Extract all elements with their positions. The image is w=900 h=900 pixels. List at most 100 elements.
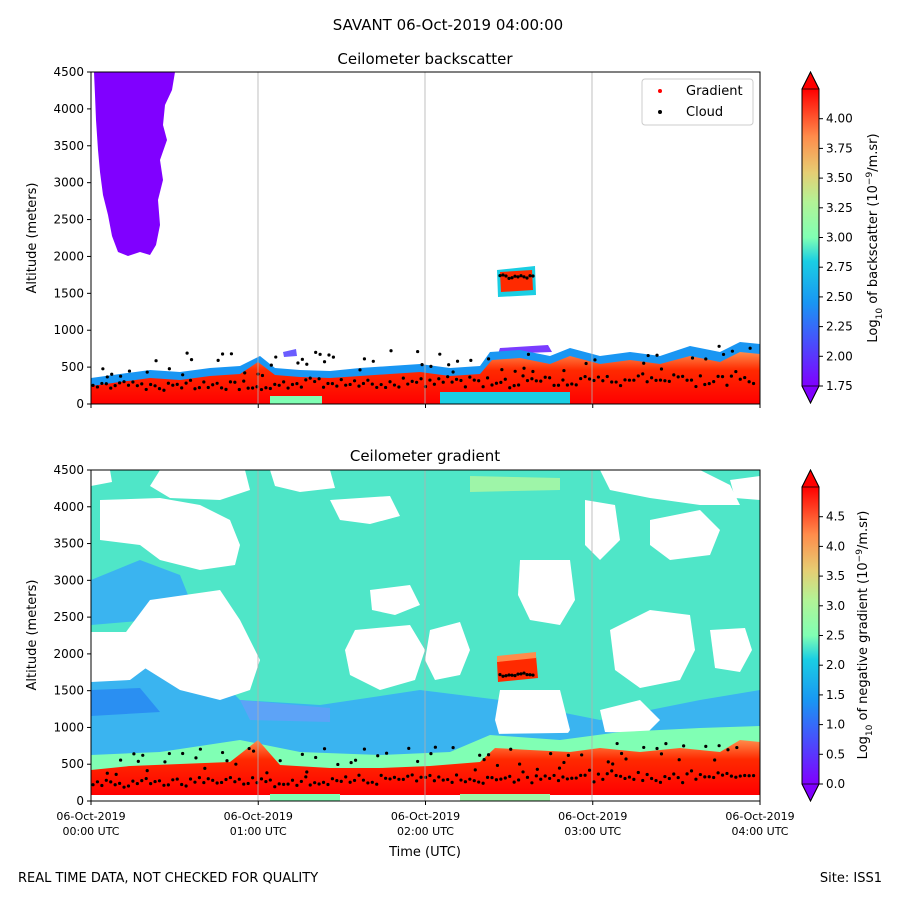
- cloud-point: [703, 382, 707, 387]
- cloud-point: [720, 773, 725, 777]
- cloud-point: [135, 781, 139, 786]
- cloud-point: [707, 775, 711, 779]
- x-tick-time: 00:00 UTC: [62, 825, 119, 838]
- cloud-point: [330, 777, 334, 781]
- cloud-point: [305, 770, 309, 774]
- cloud-point: [406, 382, 410, 386]
- y-tick-label: 0: [76, 794, 84, 808]
- gradient-band: [91, 688, 160, 716]
- cloud-point: [721, 352, 726, 357]
- gradient-colorbar: 0.0 0.5 1.0 1.5 2.0 2.5 3.0 3.5 4.0 4.5 Log10 of …: [801, 468, 875, 803]
- cloud-point: [667, 776, 671, 781]
- cloud-point: [447, 363, 451, 367]
- cloud-point: [517, 383, 521, 387]
- cloud-point: [667, 379, 671, 383]
- y-axis-label: Altitude (meters): [25, 580, 40, 691]
- cloud-point: [659, 752, 664, 756]
- x-axis-ticks: [90, 404, 761, 408]
- cloud-point: [344, 383, 348, 387]
- cloud-point: [512, 384, 516, 388]
- cloud-point: [114, 772, 118, 776]
- cloud-point: [663, 379, 667, 383]
- cloud-point: [233, 780, 237, 784]
- colorbar-tick-label: 3.25: [826, 201, 853, 215]
- cloud-point: [126, 383, 131, 387]
- cloud-point: [233, 380, 237, 384]
- legend-label-gradient: Gradient: [686, 84, 743, 99]
- cloud-point: [317, 377, 321, 381]
- cloud-point: [144, 776, 148, 781]
- cloud-point: [149, 382, 153, 387]
- cloud-point: [188, 777, 193, 781]
- x-axis-label: Time (UTC): [388, 845, 461, 860]
- cloud-point: [729, 374, 734, 378]
- cloud-point: [401, 777, 405, 781]
- x-tick-date: 06-Oct-2019: [558, 810, 627, 823]
- cloud-point: [584, 361, 588, 366]
- cloud-point: [498, 673, 502, 677]
- cloud-point: [304, 775, 308, 779]
- cloud-point: [521, 770, 525, 774]
- quality-disclaimer: REAL TIME DATA, NOT CHECKED FOR QUALITY: [18, 871, 318, 886]
- cloud-point: [482, 758, 486, 762]
- cloud-point: [477, 780, 481, 784]
- cloud-point: [206, 385, 210, 390]
- cloud-point: [549, 752, 553, 756]
- cloud-point: [318, 352, 322, 356]
- cloud-point: [234, 762, 238, 766]
- cloud-point: [716, 771, 720, 775]
- cloud-point: [314, 350, 318, 354]
- cloud-point: [379, 773, 383, 777]
- cloud-point: [525, 673, 529, 677]
- y-tick-label: 4000: [53, 500, 84, 514]
- colorbar-tick-label: 2.5: [826, 629, 845, 643]
- cloud-point: [636, 770, 640, 775]
- cloud-point: [717, 344, 721, 348]
- cloud-point: [615, 741, 619, 746]
- cloud-point: [519, 672, 523, 676]
- x-axis-ticks: 06-Oct-2019 00:00 UTC 06-Oct-2019 01:00 UTC…: [56, 801, 795, 838]
- cloud-point: [274, 355, 278, 359]
- cloud-point: [459, 778, 463, 782]
- cloud-point: [131, 779, 135, 783]
- figure-title: SAVANT 06-Oct-2019 04:00:00: [333, 16, 563, 34]
- cloud-point: [335, 384, 339, 388]
- cloud-point: [423, 384, 428, 389]
- cloud-point: [282, 782, 286, 786]
- y-tick-label: 3500: [53, 139, 84, 153]
- cloud-point: [339, 779, 343, 783]
- cloud-point: [95, 385, 100, 389]
- cloud-point: [118, 381, 122, 385]
- cloud-point: [645, 380, 649, 384]
- cloud-point: [738, 377, 742, 381]
- cloud-point: [579, 376, 583, 381]
- cloud-point: [166, 783, 170, 787]
- cloud-point: [601, 777, 605, 781]
- cloud-point: [317, 782, 321, 786]
- cloud-point: [507, 276, 511, 280]
- cloud-point: [618, 383, 623, 388]
- cloud-point: [610, 380, 614, 384]
- cloud-point: [181, 751, 185, 756]
- cloud-point: [508, 774, 512, 778]
- cloud-point: [327, 353, 331, 357]
- cloud-point: [627, 775, 632, 779]
- cloud-point: [528, 673, 532, 677]
- cloud-point: [713, 758, 717, 762]
- cloud-point: [747, 774, 751, 778]
- cloud-point: [299, 779, 303, 784]
- cloud-point: [592, 780, 596, 784]
- cloud-point: [642, 361, 646, 365]
- cloud-point: [145, 370, 149, 374]
- cloud-point: [321, 780, 326, 784]
- cloud-point: [566, 753, 570, 757]
- y-tick-label: 3000: [53, 176, 84, 190]
- cloud-point: [703, 775, 707, 779]
- colorbar-tick-label: 2.50: [826, 290, 853, 304]
- cloud-point: [211, 778, 215, 782]
- cloud-point: [543, 375, 547, 379]
- cloud-point: [282, 380, 286, 384]
- cloud-point: [349, 760, 353, 765]
- cloud-point: [561, 775, 565, 779]
